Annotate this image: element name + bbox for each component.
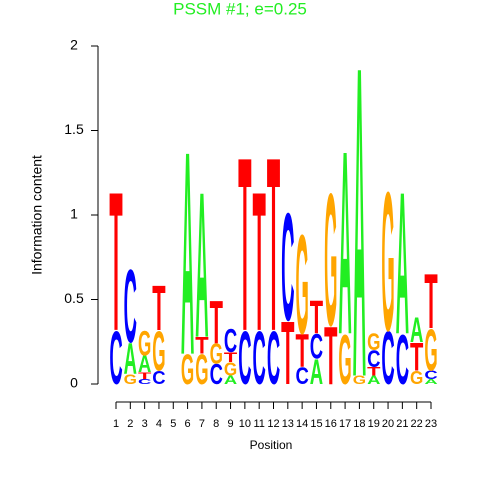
logo-letter: T [310, 290, 323, 343]
logo-letter: T [253, 152, 266, 373]
y-tick-label: 1 [70, 206, 78, 222]
logo-letter: C [281, 182, 294, 353]
x-tick-label: 6 [185, 418, 191, 430]
logo-letter: T [138, 371, 151, 382]
logo-letter: G [210, 338, 223, 370]
x-tick-label: 19 [368, 418, 380, 430]
x-tick-label: 11 [253, 418, 264, 430]
chart-title: PSSM #1; e=0.25 [173, 0, 307, 18]
logo-letter: C [109, 316, 122, 400]
logo-letter: C [138, 378, 151, 386]
x-tick-label: 18 [353, 418, 365, 430]
x-tick-label: 23 [425, 418, 437, 430]
x-tick-label: 5 [170, 418, 176, 430]
logo-letter: T [152, 272, 165, 343]
x-tick-label: 13 [282, 418, 294, 430]
logo-letter: G [224, 359, 237, 380]
logo-letter: A [353, 0, 366, 471]
x-tick-label: 10 [239, 418, 251, 430]
logo-letter: C [424, 368, 437, 381]
logo-letter: A [338, 97, 351, 390]
logo-letter: A [367, 374, 380, 387]
x-tick-label: 8 [213, 418, 219, 430]
logo-letter: A [396, 149, 409, 376]
logo-letter: G [181, 346, 194, 394]
logo-letter: T [267, 107, 280, 384]
logo-letter: A [424, 378, 437, 386]
logo-letter: C [267, 316, 280, 400]
y-tick-label: 0.5 [64, 290, 84, 306]
y-axis-label: Information content [29, 155, 45, 275]
logo-letter: T [238, 107, 251, 384]
logo-letter: A [181, 92, 194, 417]
logo-letter: A [124, 334, 137, 384]
y-tick-label: 2 [70, 37, 78, 53]
logo-letter: A [138, 351, 151, 377]
logo-letter: G [410, 367, 423, 388]
logo-letter: G [124, 371, 137, 387]
logo-letter: C [152, 367, 165, 388]
logo-letter: A [310, 352, 323, 392]
logo-letter: C [381, 316, 394, 400]
logo-letter: C [367, 346, 380, 372]
y-tick-label: 0 [70, 375, 78, 391]
logo-letter: A [224, 374, 237, 387]
logo-letter: C [253, 316, 266, 400]
logo-letter: G [152, 320, 165, 383]
logo-letter: T [281, 304, 294, 404]
logo-letter: A [410, 310, 423, 350]
logo-letter: T [109, 152, 122, 373]
logo-letter: T [224, 349, 237, 365]
logo-letter: C [224, 322, 237, 359]
logo-letter: T [324, 310, 337, 402]
logo-letter: T [410, 335, 423, 380]
logo-letter: T [295, 324, 308, 377]
x-tick-label: 15 [310, 418, 322, 430]
x-tick-label: 17 [339, 418, 351, 430]
x-tick-label: 22 [411, 418, 423, 430]
logo-letter: G [324, 155, 337, 366]
logo-letter: C [396, 321, 409, 399]
x-tick-label: 3 [142, 418, 148, 430]
logo-letter: C [210, 358, 223, 390]
x-tick-label: 14 [296, 418, 308, 430]
x-tick-label: 9 [227, 418, 233, 430]
x-tick-label: 20 [382, 418, 394, 430]
logo-letter: G [295, 205, 308, 363]
y-tick-label: 1.5 [64, 121, 84, 137]
logo-letter: C [310, 327, 323, 367]
logo-letter: T [195, 332, 208, 358]
x-tick-label: 12 [267, 418, 279, 430]
x-tick-label: 7 [199, 418, 205, 430]
x-tick-label: 2 [127, 418, 133, 430]
x-tick-label: 4 [156, 418, 162, 430]
logo-letter: G [353, 374, 366, 387]
logo-letter: T [424, 258, 437, 345]
logo-letter: G [338, 321, 351, 399]
logo-letter: C [295, 363, 308, 389]
logo-letter: C [238, 316, 251, 400]
logo-letter: T [367, 365, 380, 378]
logo-letter: A [195, 148, 208, 381]
logo-letter: G [138, 323, 151, 363]
x-tick-label: 16 [325, 418, 337, 430]
x-tick-label: 21 [396, 418, 408, 430]
x-tick-label: 1 [113, 418, 119, 430]
logo-letter: T [210, 288, 223, 357]
x-axis-label: Position [250, 438, 293, 452]
logo-letter: G [367, 329, 380, 355]
logo-letter: G [424, 318, 437, 383]
logo-letter: G [381, 152, 394, 373]
logo-letter: G [195, 346, 208, 394]
logo-letter: C [124, 248, 137, 364]
